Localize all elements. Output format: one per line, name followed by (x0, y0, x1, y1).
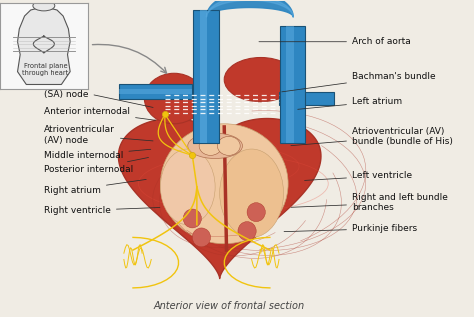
Ellipse shape (192, 228, 210, 247)
FancyBboxPatch shape (119, 89, 192, 94)
FancyBboxPatch shape (200, 10, 207, 143)
Ellipse shape (238, 222, 256, 241)
Ellipse shape (199, 136, 222, 155)
FancyBboxPatch shape (280, 26, 305, 143)
Text: Left ventricle: Left ventricle (305, 171, 412, 180)
Text: Right atrium: Right atrium (44, 179, 146, 195)
Text: Atrioventricular
(AV) node: Atrioventricular (AV) node (44, 125, 153, 145)
Ellipse shape (160, 124, 288, 244)
Polygon shape (118, 119, 321, 278)
Text: Anterior internodal: Anterior internodal (44, 107, 155, 120)
Text: Arch of aorta: Arch of aorta (259, 37, 411, 46)
Ellipse shape (247, 203, 265, 222)
Text: Purkinje fibers: Purkinje fibers (284, 224, 417, 233)
Text: Sinoatrial
(SA) node: Sinoatrial (SA) node (44, 79, 153, 107)
Text: Posterior internodal: Posterior internodal (44, 158, 148, 174)
Text: Right ventricle: Right ventricle (44, 206, 160, 215)
FancyBboxPatch shape (286, 26, 293, 143)
Ellipse shape (145, 73, 204, 124)
Ellipse shape (218, 136, 240, 155)
Text: Atrioventricular (AV)
bundle (bundle of His): Atrioventricular (AV) bundle (bundle of … (291, 127, 453, 146)
Ellipse shape (219, 149, 283, 237)
FancyBboxPatch shape (279, 92, 334, 105)
Ellipse shape (183, 209, 201, 228)
Ellipse shape (33, 1, 55, 11)
Text: Right and left bundle
branches: Right and left bundle branches (291, 193, 448, 212)
Ellipse shape (188, 133, 243, 158)
Text: Frontal plane
through heart: Frontal plane through heart (22, 63, 69, 76)
Text: Anterior view of frontal section: Anterior view of frontal section (153, 301, 304, 311)
Text: Bachman's bundle: Bachman's bundle (282, 72, 436, 92)
Polygon shape (18, 7, 70, 85)
Text: Left atrium: Left atrium (298, 97, 402, 109)
Ellipse shape (224, 57, 297, 102)
FancyBboxPatch shape (193, 10, 219, 143)
Text: Middle internodal: Middle internodal (44, 149, 151, 160)
FancyBboxPatch shape (119, 84, 192, 99)
Ellipse shape (160, 149, 215, 225)
